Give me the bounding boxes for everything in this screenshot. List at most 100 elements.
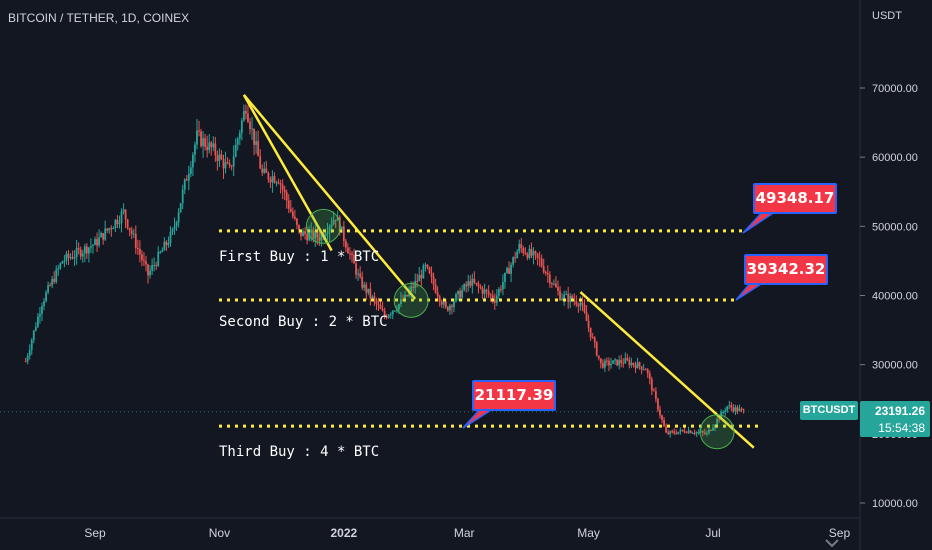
candle-body	[722, 411, 725, 413]
candle-body	[177, 212, 180, 223]
candle-body	[26, 355, 29, 362]
trend-line	[579, 291, 755, 449]
candle-body	[194, 144, 196, 155]
y-tick-label: 40000.00	[872, 291, 918, 303]
candle-body	[112, 228, 115, 230]
candle-body	[632, 362, 635, 365]
candle-body	[508, 268, 510, 274]
candle-body	[67, 253, 70, 258]
candle-body	[559, 290, 561, 301]
candle-body	[334, 219, 337, 221]
callout-49348[interactable]: 49348.17	[753, 183, 837, 214]
candle-body	[520, 244, 523, 248]
candle-body	[287, 200, 290, 209]
candle-body	[300, 230, 302, 237]
candle-body	[332, 219, 335, 225]
candle-body	[171, 229, 174, 232]
candle-body	[440, 301, 443, 305]
trend-line	[242, 94, 333, 252]
candle-body	[349, 253, 351, 255]
candle-body	[728, 405, 731, 407]
highlight-circle	[699, 414, 735, 450]
callout-39342[interactable]: 39342.32	[744, 254, 828, 285]
candle-body	[489, 294, 492, 296]
candle-body	[673, 431, 676, 434]
candle-body	[671, 431, 674, 433]
candle-body	[387, 315, 390, 318]
candle-body	[589, 327, 592, 338]
candle-body	[667, 432, 670, 435]
candle-body	[304, 231, 306, 235]
candle-body	[703, 432, 706, 434]
candle-body	[628, 360, 631, 366]
candle-body	[608, 360, 610, 366]
candle-body	[100, 233, 103, 238]
scroll-down-icon[interactable]	[822, 536, 842, 550]
candle-countdown: 15:54:38	[878, 421, 925, 435]
candle-body	[597, 355, 600, 359]
candle-body	[544, 272, 547, 274]
candle-body	[120, 211, 123, 224]
candle-body	[183, 179, 186, 190]
candle-body	[326, 232, 329, 234]
candle-body	[359, 273, 362, 277]
first-buy-label: First Buy : 1 * BTC	[219, 249, 380, 265]
candle-body	[245, 110, 247, 114]
callout-21117[interactable]: 21117.39	[472, 380, 556, 411]
candle-body	[665, 426, 667, 433]
candle-body	[141, 254, 143, 261]
candle-body	[465, 284, 468, 287]
x-tick-label: 2022	[330, 526, 357, 540]
x-tick-label: Mar	[454, 526, 475, 540]
candle-body	[506, 268, 508, 273]
candle-body	[691, 432, 694, 434]
candle-body	[567, 293, 570, 303]
candle-body	[481, 288, 484, 294]
candle-body	[530, 248, 533, 256]
candle-body	[85, 246, 88, 254]
candle-body	[391, 310, 394, 315]
candle-body	[581, 302, 584, 305]
candle-body	[314, 231, 317, 239]
candle-body	[269, 179, 272, 183]
candle-body	[247, 113, 249, 122]
candle-body	[275, 182, 278, 184]
candle-body	[548, 274, 551, 284]
candle-body	[634, 364, 637, 369]
candle-body	[732, 407, 735, 412]
candle-body	[504, 272, 506, 282]
candle-body	[185, 179, 188, 181]
y-tick-label: 60000.00	[872, 152, 918, 164]
candle-body	[677, 431, 680, 434]
candle-body	[198, 130, 200, 132]
candle-body	[385, 316, 388, 318]
candle-body	[416, 280, 419, 282]
candle-body	[165, 241, 168, 245]
candle-body	[61, 261, 64, 264]
candle-body	[206, 146, 209, 151]
candle-body	[230, 165, 233, 167]
candle-body	[285, 192, 288, 201]
candle-body	[240, 120, 243, 133]
candle-body	[538, 257, 541, 259]
candle-body	[291, 211, 294, 217]
candle-body	[563, 294, 566, 299]
candle-body	[122, 209, 125, 212]
candle-body	[151, 265, 154, 271]
candle-body	[428, 267, 431, 274]
candle-body	[457, 290, 459, 295]
candle-body	[238, 132, 241, 139]
candle-body	[371, 296, 374, 298]
candle-body	[701, 431, 704, 433]
x-tick-label: May	[577, 526, 600, 540]
candle-body	[375, 299, 378, 305]
candle-body	[36, 316, 39, 327]
candle-body	[712, 427, 714, 431]
candle-body	[126, 219, 129, 228]
candle-body	[740, 408, 743, 410]
candle-body	[736, 407, 739, 412]
x-tick-label: Sep	[829, 526, 851, 540]
candle-body	[693, 432, 696, 434]
candle-body	[606, 360, 608, 362]
